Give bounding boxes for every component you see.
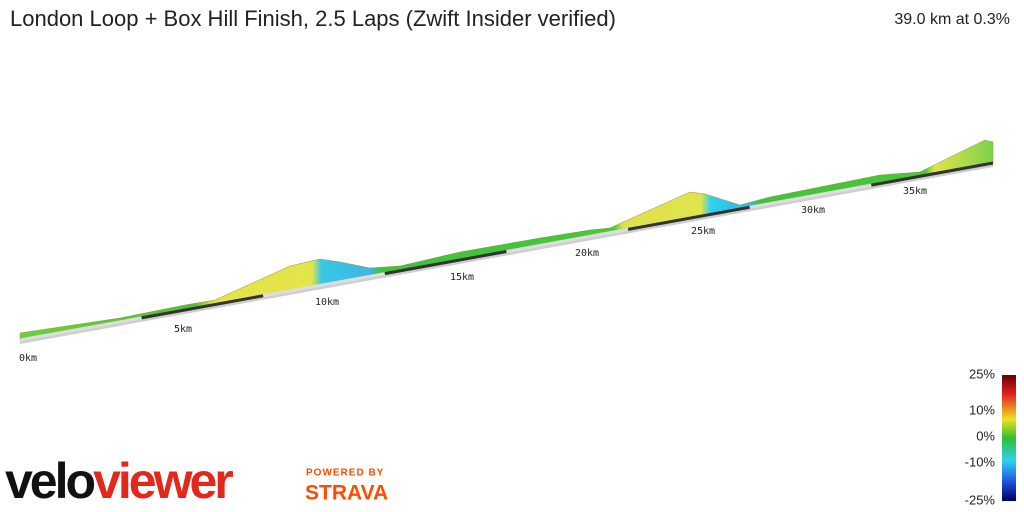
- distance-marker: 30km: [801, 205, 825, 216]
- distance-segment: [384, 250, 507, 276]
- distance-marker: 10km: [315, 297, 339, 308]
- summary: 39.0 km at 0.3%: [894, 11, 1010, 28]
- distance-segment: [749, 183, 872, 209]
- legend-label: 10%: [969, 402, 995, 417]
- gradient-legend-bar: [1002, 375, 1016, 501]
- distance-segment: [262, 272, 386, 298]
- profile-face: [19, 139, 994, 341]
- distance-markers: 0km 5km 10km 15km 20km 25km 30km 35km: [19, 186, 927, 364]
- distance-segment: [19, 316, 142, 342]
- distance-marker: 0km: [19, 353, 37, 364]
- logo: veloviewer: [5, 453, 233, 509]
- distance-segment: [871, 161, 994, 187]
- powered-by: POWERED BY: [306, 468, 384, 479]
- strava-logo: STRAVA: [305, 482, 388, 505]
- gradient-legend: 25% 10% 0% -10% -25%: [965, 366, 996, 507]
- distance-marker: 25km: [691, 226, 715, 237]
- legend-label: 0%: [976, 428, 995, 443]
- distance-segment: [627, 205, 751, 231]
- distance-axis: [19, 161, 994, 342]
- legend-label: -25%: [965, 492, 996, 507]
- distance-marker: 35km: [903, 186, 927, 197]
- distance-segment: [141, 294, 264, 320]
- distance-marker: 15km: [450, 272, 474, 283]
- legend-label: 25%: [969, 366, 995, 381]
- legend-label: -10%: [965, 454, 996, 469]
- title: London Loop + Box Hill Finish, 2.5 Laps …: [10, 6, 616, 31]
- distance-marker: 20km: [575, 248, 599, 259]
- distance-marker: 5km: [174, 324, 192, 335]
- distance-segment: [506, 227, 629, 253]
